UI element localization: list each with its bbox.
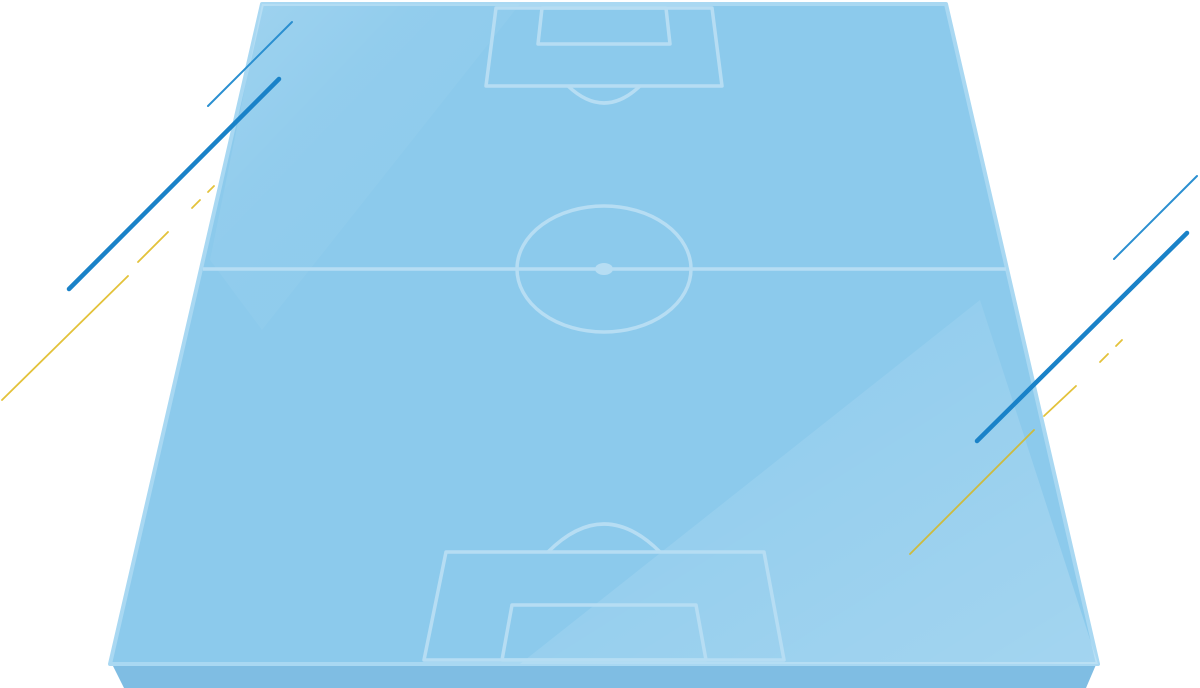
- streak-left-yellow-dash-1: [137, 231, 169, 263]
- pitch-sheen-bottom: [520, 300, 1098, 664]
- streak-left-yellow-long: [1, 275, 129, 401]
- streak-right-yellow-dash-1: [1043, 385, 1077, 417]
- streak-left-thin-blue: [207, 21, 293, 107]
- streak-right-thick-blue: [974, 230, 1190, 444]
- top-goal-area: [536, 6, 672, 46]
- center-circle: [515, 204, 693, 334]
- pitch-slab-side: [110, 660, 1098, 688]
- left-motion-streaks: [1, 21, 293, 401]
- pitch-markings: [203, 6, 1006, 662]
- bottom-goal-area: [500, 603, 708, 662]
- right-motion-streaks: [909, 175, 1198, 555]
- streak-left-yellow-dash-2: [191, 199, 201, 209]
- streak-left-yellow-dash-3: [207, 185, 215, 193]
- pitch-sheen-top: [210, 4, 520, 330]
- center-spot: [595, 263, 613, 275]
- streak-right-yellow-long: [909, 429, 1035, 555]
- streak-right-yellow-dash-3: [1115, 339, 1123, 347]
- bottom-penalty-arc: [546, 522, 662, 554]
- streak-right-yellow-dash-2: [1099, 353, 1109, 363]
- top-penalty-arc: [566, 84, 642, 105]
- streak-right-thin-blue: [1113, 175, 1198, 260]
- streak-left-thick-blue: [66, 76, 282, 292]
